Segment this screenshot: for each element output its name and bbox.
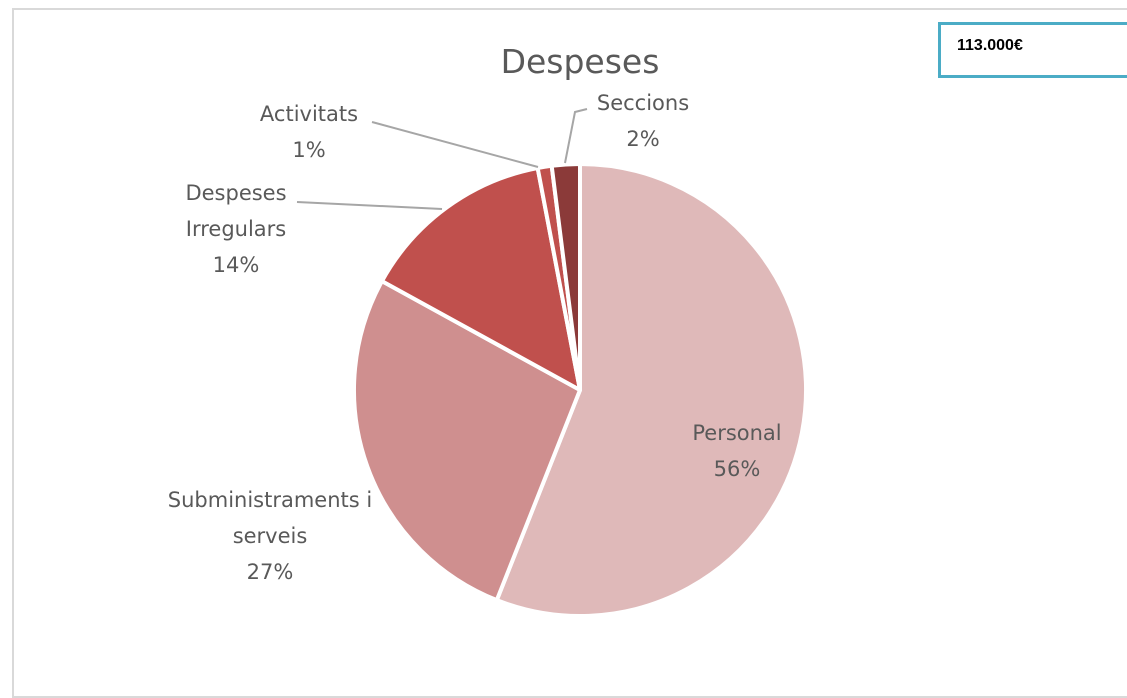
chart-canvas: Despeses Personal 56% Subministraments i se… — [168, 42, 808, 618]
slice-percent-label: 2% — [626, 127, 659, 151]
total-amount-box: 113.000€ — [938, 22, 1127, 78]
pie-slice-despeses-irregulars — [379, 166, 582, 392]
slice-percent-label: 14% — [213, 253, 260, 277]
pie-slices — [352, 162, 808, 618]
total-amount: 113.000€ — [957, 37, 1023, 54]
slice-name-label: serveis — [233, 524, 308, 548]
slice-percent-label: 27% — [247, 560, 294, 584]
slice-percent-label: 1% — [292, 138, 325, 162]
leader-line — [371, 121, 539, 168]
slice-name-label: Subministraments i — [168, 488, 372, 512]
leader-line — [296, 201, 443, 210]
slice-percent-label: 56% — [714, 457, 761, 481]
slice-labels: Personal 56% Subministraments i serveis 27% D… — [168, 91, 782, 584]
pie-slice-seccions — [549, 162, 582, 392]
slice-name-label: Activitats — [260, 102, 358, 126]
leader-line — [564, 108, 588, 164]
leader-lines — [296, 108, 588, 210]
slice-name-label: Personal — [692, 421, 781, 445]
slice-name-label: Seccions — [597, 91, 689, 115]
slice-name-label: Irregulars — [186, 217, 286, 241]
pie-slice-personal — [494, 162, 808, 618]
slice-name-label: Despeses — [185, 181, 286, 205]
chart-title: Despeses — [501, 42, 660, 81]
